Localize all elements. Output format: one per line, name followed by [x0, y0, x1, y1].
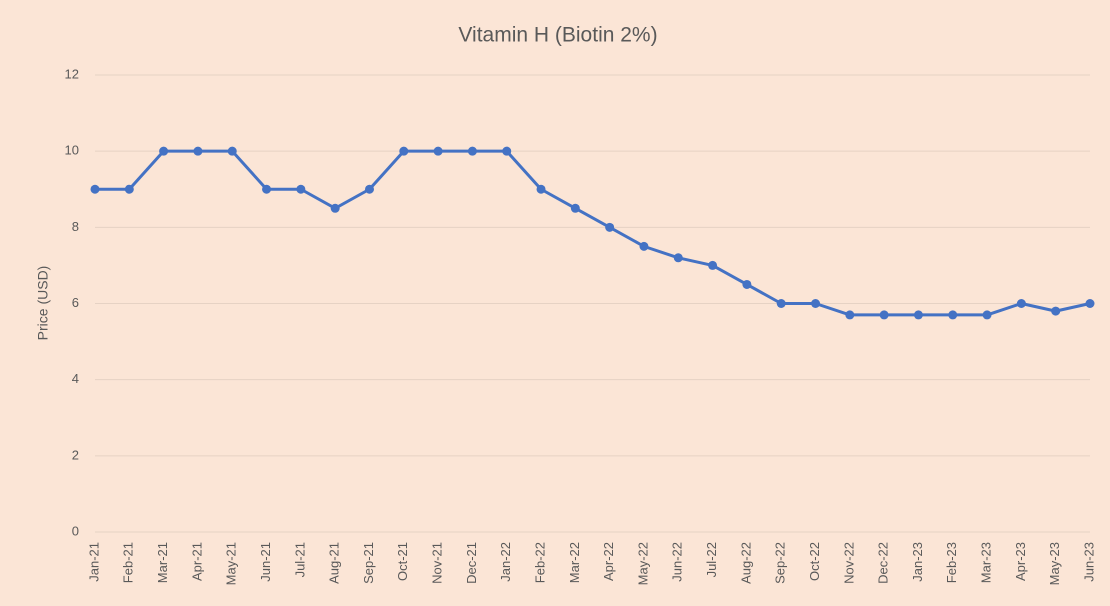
x-tick-label: May-22: [635, 542, 650, 585]
point: [502, 146, 512, 156]
point: [879, 310, 889, 320]
x-tick-label: Jan-23: [910, 542, 925, 582]
chart-title: Vitamin H (Biotin 2%): [458, 24, 657, 47]
x-tick-label: Mar-22: [567, 542, 582, 583]
point: [742, 279, 752, 289]
x-tick-label: Sep-22: [773, 542, 788, 584]
x-tick-label: Oct-21: [395, 542, 410, 581]
point: [433, 146, 443, 156]
point: [364, 184, 374, 194]
point: [262, 184, 272, 194]
y-tick-label: 4: [72, 371, 79, 386]
x-tick-label: Feb-21: [121, 542, 136, 583]
point: [90, 184, 100, 194]
point: [708, 260, 718, 270]
point: [536, 184, 546, 194]
x-tick-label: Sep-21: [361, 542, 376, 584]
x-tick-label: Jun-22: [670, 542, 685, 582]
x-tick-label: Nov-22: [841, 542, 856, 584]
x-tick-label: May-23: [1047, 542, 1062, 585]
point: [1085, 299, 1095, 308]
point: [948, 310, 958, 320]
x-tick-label: Jan-21: [86, 542, 101, 582]
x-tick-label: Dec-21: [464, 542, 479, 584]
x-tick-label: Jun-23: [1081, 542, 1096, 582]
point: [845, 310, 855, 320]
line: [95, 149, 1091, 317]
point: [227, 146, 237, 156]
y-tick-label: 12: [65, 66, 79, 81]
x-tick-label: Feb-23: [944, 542, 959, 583]
x-tick-label: Jun-21: [258, 542, 273, 582]
x-tick-label: Feb-22: [532, 542, 547, 583]
y-tick-label: 0: [72, 523, 79, 538]
x-tick-label: Mar-23: [979, 542, 994, 583]
point: [399, 146, 409, 156]
x-tick-label: Apr-21: [189, 542, 204, 581]
x-tick-label: Jul-21: [292, 542, 307, 577]
point: [159, 146, 169, 156]
x-tick-label: Aug-21: [327, 542, 342, 584]
y-axis-label: Price (USD): [35, 266, 51, 341]
x-tick-label: Jul-22: [704, 542, 719, 577]
point: [330, 203, 340, 213]
x-tick-label: Dec-22: [876, 542, 891, 584]
point: [193, 146, 203, 156]
point: [913, 310, 923, 320]
point: [1051, 306, 1061, 316]
point: [673, 253, 683, 263]
y-tick-label: 8: [72, 219, 79, 234]
x-tick-label: Apr-22: [601, 542, 616, 581]
point: [1016, 299, 1026, 308]
x-tick-label: Jan-22: [498, 542, 513, 582]
point: [982, 310, 992, 320]
y-tick-label: 10: [65, 143, 79, 158]
point: [570, 203, 580, 213]
point: [811, 299, 821, 308]
x-tick-label: May-21: [224, 542, 239, 585]
x-tick-label: Aug-22: [738, 542, 753, 584]
x-tick-label: Apr-23: [1013, 542, 1028, 581]
point: [124, 184, 134, 194]
x-tick-label: Oct-22: [807, 542, 822, 581]
point: [605, 222, 615, 232]
x-tick-label: Nov-21: [430, 542, 445, 584]
y-tick-label: 2: [72, 447, 79, 462]
point: [776, 299, 786, 308]
x-tick-label: Mar-21: [155, 542, 170, 583]
point: [639, 241, 649, 251]
y-tick-label: 6: [72, 295, 79, 310]
point: [467, 146, 477, 156]
point: [296, 184, 306, 194]
